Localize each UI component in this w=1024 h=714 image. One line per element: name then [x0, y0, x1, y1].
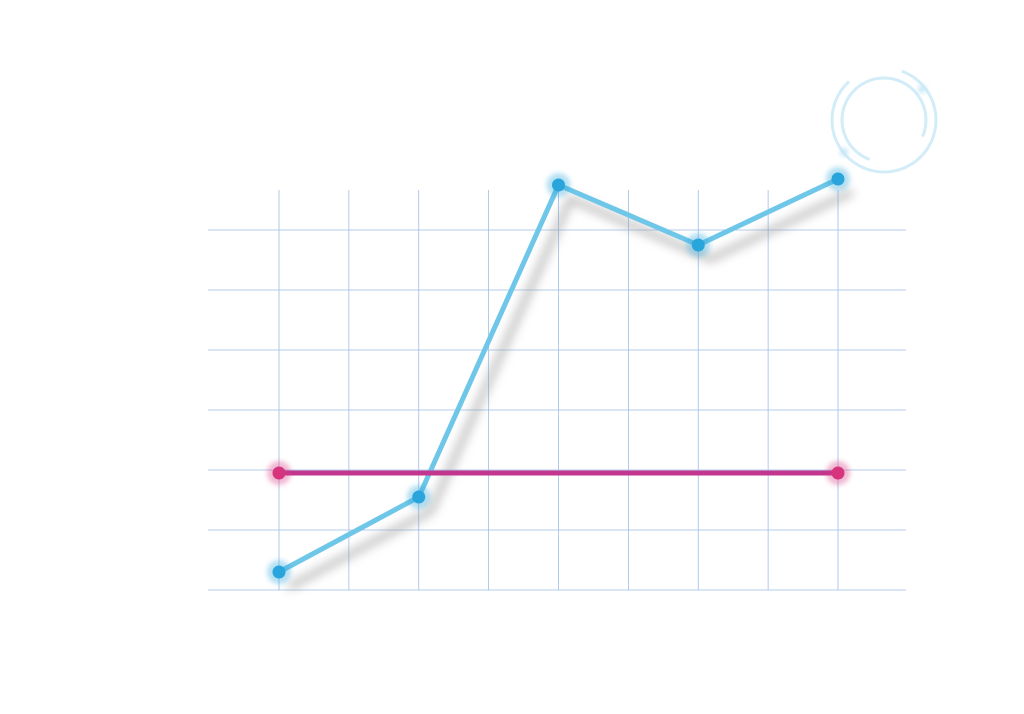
series-shadows [287, 189, 854, 590]
data-point [272, 565, 286, 579]
data-point [831, 172, 845, 186]
data-point [272, 466, 286, 480]
data-point [691, 238, 705, 252]
series-shadow [287, 189, 854, 590]
chart-grid [208, 190, 906, 591]
data-point [412, 490, 426, 504]
data-point [831, 466, 845, 480]
data-point [552, 178, 565, 192]
series-markers [267, 167, 850, 584]
refresh-icon [830, 66, 938, 174]
